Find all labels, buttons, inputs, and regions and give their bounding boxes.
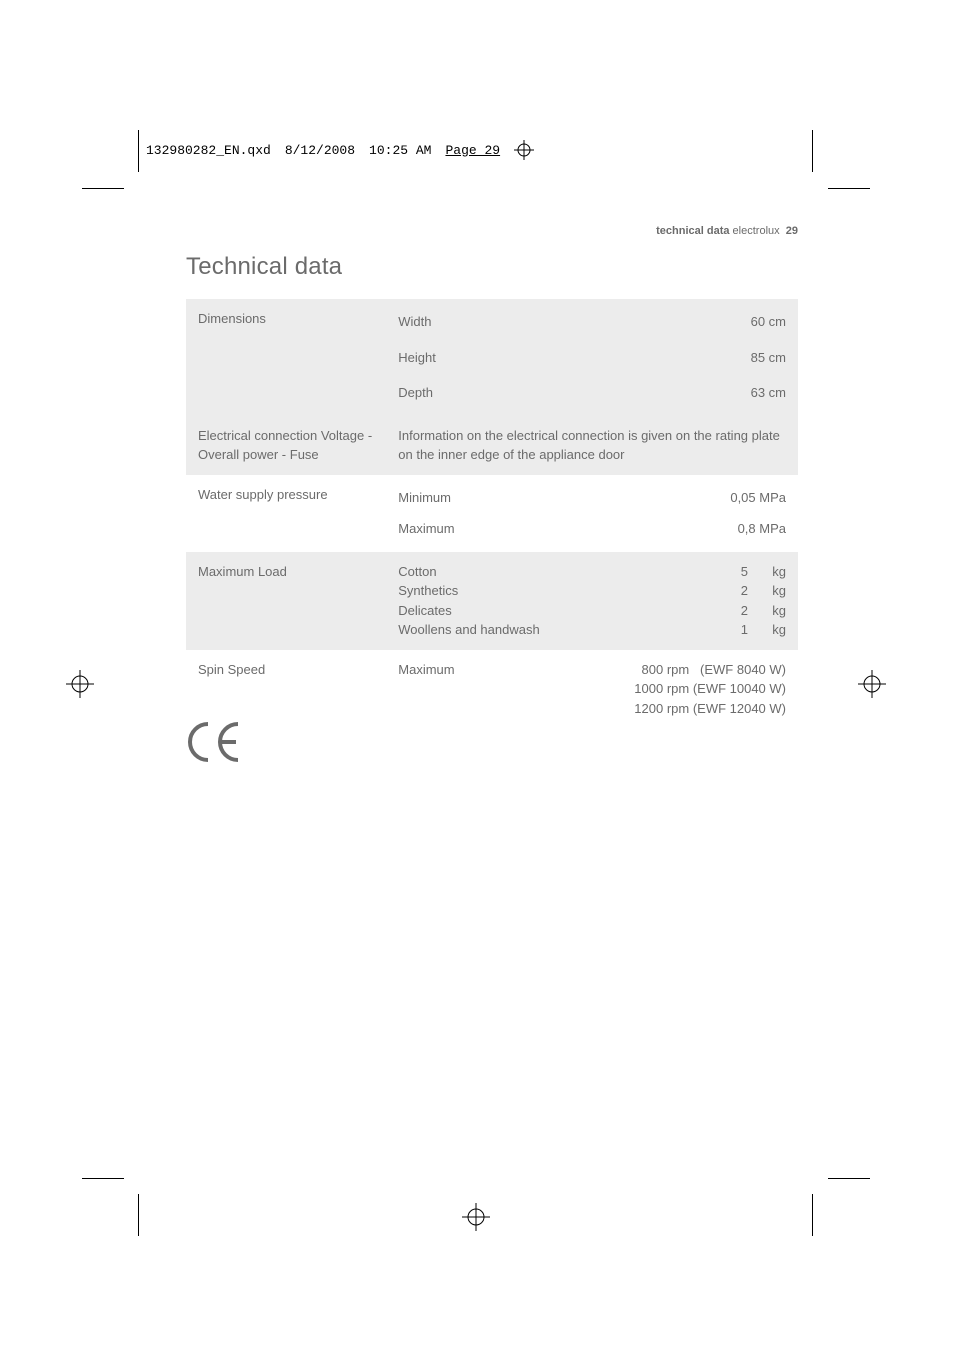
running-header: technical data electrolux 29 — [186, 225, 798, 237]
ce-mark-icon — [186, 720, 246, 775]
registration-mark-icon — [858, 670, 886, 698]
load-item-unit: kg — [748, 562, 786, 582]
header-section: technical data — [656, 225, 729, 237]
load-item-name: Synthetics — [398, 581, 718, 601]
slug-filename: 132980282_EN.qxd — [146, 143, 271, 158]
load-item-unit: kg — [748, 620, 786, 640]
load-item-value: 2 — [718, 581, 748, 601]
crop-mark — [82, 1178, 124, 1179]
header-brand: electrolux — [733, 225, 780, 237]
load-label: Maximum Load — [186, 552, 386, 650]
height-value: 85 cm — [751, 348, 786, 368]
load-item-name: Delicates — [398, 601, 718, 621]
page-content: technical data electrolux 29 Technical d… — [186, 225, 798, 728]
water-max-value: 0,8 MPa — [738, 519, 786, 539]
crop-mark — [138, 1194, 139, 1236]
load-item-name: Cotton — [398, 562, 718, 582]
depth-value: 63 cm — [751, 383, 786, 403]
row-water: Water supply pressure Minimum 0,05 MPa Ma… — [186, 475, 798, 552]
crop-mark — [828, 1178, 870, 1179]
load-item-name: Woollens and handwash — [398, 620, 718, 640]
row-electrical: Electrical connection Voltage - Overall … — [186, 416, 798, 475]
crop-mark — [812, 130, 813, 172]
header-page-num: 29 — [786, 225, 798, 237]
water-max-label: Maximum — [398, 519, 454, 539]
row-dimensions: Dimensions Width 60 cm Height 85 cm Depth 6… — [186, 299, 798, 416]
depth-label: Depth — [398, 383, 433, 403]
crop-mark — [828, 188, 870, 189]
crop-mark — [82, 188, 124, 189]
width-label: Width — [398, 312, 431, 332]
electrical-text: Information on the electrical connection… — [386, 416, 798, 475]
load-item-value: 1 — [718, 620, 748, 640]
width-value: 60 cm — [751, 312, 786, 332]
registration-mark-icon — [66, 670, 94, 698]
slug-page: Page 29 — [445, 143, 500, 158]
row-spin: Spin Speed Maximum 800 rpm (EWF 8040 W) … — [186, 650, 798, 729]
registration-mark-icon — [514, 140, 534, 160]
spin-line: 1000 rpm (EWF 10040 W) — [634, 679, 786, 699]
spin-line: 1200 rpm (EWF 12040 W) — [634, 699, 786, 719]
spin-label: Spin Speed — [186, 650, 386, 729]
spin-max-label: Maximum — [386, 650, 622, 729]
registration-mark-icon — [462, 1203, 490, 1231]
slug-date: 8/12/2008 — [285, 143, 355, 158]
crop-mark — [812, 1194, 813, 1236]
electrical-label: Electrical connection Voltage - Overall … — [186, 416, 386, 475]
spec-table: Dimensions Width 60 cm Height 85 cm Depth 6… — [186, 299, 798, 728]
load-item-unit: kg — [748, 581, 786, 601]
dimensions-label: Dimensions — [186, 299, 386, 416]
page-title: Technical data — [186, 253, 798, 281]
water-label: Water supply pressure — [186, 475, 386, 552]
slug-time: 10:25 AM — [369, 143, 431, 158]
spin-line: 800 rpm (EWF 8040 W) — [634, 660, 786, 680]
water-min-value: 0,05 MPa — [730, 488, 786, 508]
load-item-value: 2 — [718, 601, 748, 621]
print-slug: 132980282_EN.qxd 8/12/2008 10:25 AM Page… — [146, 140, 534, 160]
water-min-label: Minimum — [398, 488, 451, 508]
load-item-unit: kg — [748, 601, 786, 621]
load-item-value: 5 — [718, 562, 748, 582]
row-load: Maximum Load Cotton Synthetics Delicates… — [186, 552, 798, 650]
crop-mark — [138, 130, 139, 172]
height-label: Height — [398, 348, 436, 368]
